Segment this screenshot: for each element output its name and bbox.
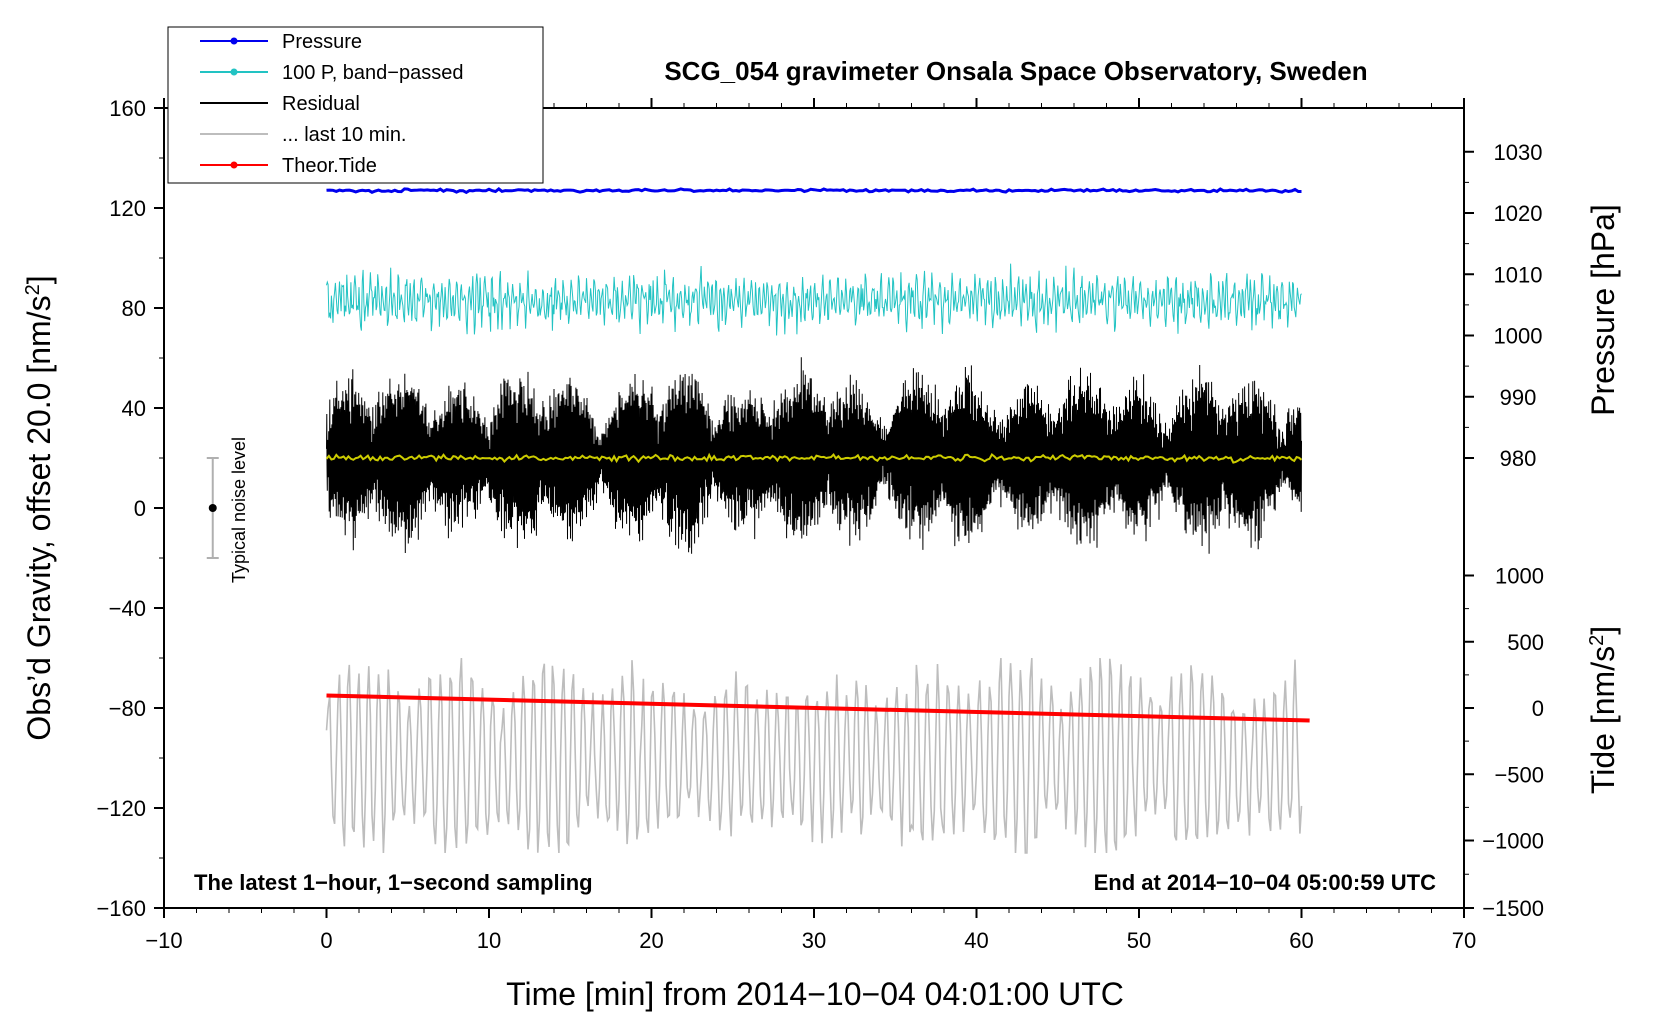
- pressure-tick-label: 1000: [1494, 324, 1543, 349]
- axis-ticks: −10 0 10 20 30 40 50 60 70−160−120−80−4004080120…: [96, 96, 1544, 953]
- y-tick-label: −120: [96, 796, 146, 821]
- tide-tick-label: −1500: [1482, 896, 1544, 921]
- legend-label: Residual: [282, 93, 360, 115]
- annotation-end-time: End at 2014−10−04 05:00:59 UTC: [1094, 870, 1437, 895]
- x-tick-label: 40: [964, 928, 988, 953]
- x-tick-label: 60: [1289, 928, 1313, 953]
- series-band-passed-pressure: [326, 263, 1302, 336]
- y-tick-label: 0: [134, 496, 146, 521]
- x-tick-label: 30: [802, 928, 826, 953]
- y-tick-label: 160: [109, 96, 146, 121]
- legend-label: Pressure: [282, 31, 362, 53]
- legend: Pressure 100 P, band−passed Residual ... la…: [167, 26, 544, 184]
- pressure-tick-label: 1010: [1494, 262, 1543, 287]
- y-axis-title-pressure: Pressure [hPa]: [1585, 204, 1621, 416]
- y-tick-label: −40: [109, 596, 146, 621]
- tide-tick-label: 1000: [1495, 564, 1544, 589]
- x-axis-title: Time [min] from 2014−10−04 04:01:00 UTC: [506, 976, 1124, 1012]
- legend-marker: [230, 68, 238, 76]
- x-tick-label: 20: [639, 928, 663, 953]
- tide-tick-label: 500: [1507, 630, 1544, 655]
- y-tick-label: −80: [109, 696, 146, 721]
- y-tick-label: 40: [122, 396, 146, 421]
- noise-level-label: Typical noise level: [229, 437, 249, 583]
- series-residual: [326, 357, 1302, 554]
- series-pressure: [326, 186, 1302, 195]
- pressure-tick-label: 1020: [1494, 201, 1543, 226]
- series-theoretical-tide: [326, 693, 1310, 723]
- pressure-tick-label: 980: [1500, 446, 1537, 471]
- noise-center-dot: [208, 504, 217, 512]
- pressure-tick-label: 990: [1500, 385, 1537, 410]
- legend-label: Theor.Tide: [282, 155, 377, 177]
- tide-tick-label: −1000: [1482, 829, 1544, 854]
- x-tick-label: 10: [477, 928, 501, 953]
- series-layer: [325, 186, 1310, 854]
- y-tick-label: 120: [109, 196, 146, 221]
- series-mean-residual: [325, 452, 1303, 464]
- legend-marker: [230, 37, 238, 45]
- x-tick-label: 70: [1452, 928, 1476, 953]
- x-tick-label: 0: [320, 928, 332, 953]
- pressure-tick-label: 1030: [1494, 140, 1543, 165]
- legend-marker: [230, 161, 238, 169]
- y-axis-title-tide: Tide [nm/s2]: [1585, 626, 1621, 794]
- legend-label: ... last 10 min.: [282, 124, 407, 146]
- legend-label: 100 P, band−passed: [282, 62, 463, 84]
- y-tick-label: 80: [122, 296, 146, 321]
- noise-level-indicator: [206, 457, 219, 559]
- y-axis-title-left: Obs’d Gravity, offset 20.0 [nm/s2]: [21, 275, 57, 740]
- legend-box: [167, 26, 544, 184]
- y-tick-label: −160: [96, 896, 146, 921]
- tide-tick-label: −500: [1494, 762, 1544, 787]
- chart-title: SCG_054 gravimeter Onsala Space Observat…: [664, 56, 1367, 86]
- x-tick-label: −10: [145, 928, 182, 953]
- annotation-sampling: The latest 1−hour, 1−second sampling: [194, 870, 593, 895]
- tide-tick-label: 0: [1532, 696, 1544, 721]
- x-tick-label: 50: [1127, 928, 1151, 953]
- series-last-10-min: [325, 657, 1303, 854]
